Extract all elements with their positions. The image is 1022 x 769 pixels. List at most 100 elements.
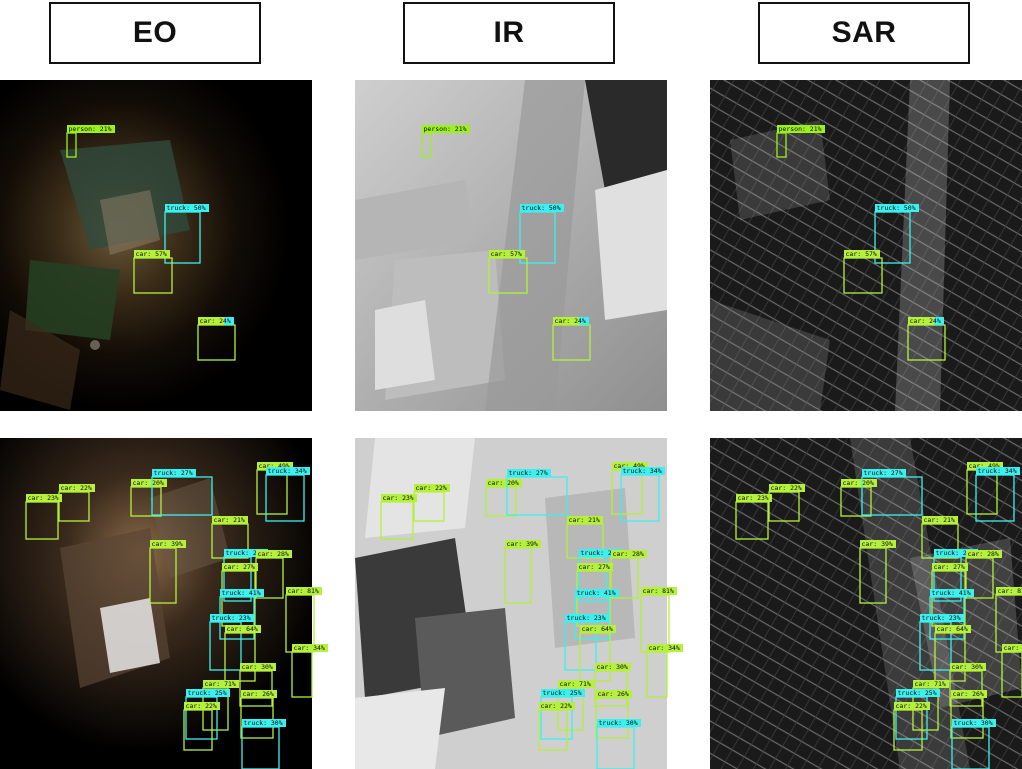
detection-label: car: 20%: [843, 479, 874, 487]
detection-label: car: 22%: [61, 484, 92, 492]
detection-label: car: 57%: [136, 250, 167, 258]
detection-label: truck: 28%: [581, 549, 620, 557]
detection-tag: [894, 702, 930, 710]
detection-label: car: 23%: [738, 494, 769, 502]
detection-label: car: 20%: [133, 479, 164, 487]
detection-label: car: 34%: [1004, 644, 1022, 652]
detection-box: [611, 469, 643, 515]
detection-tag: [565, 614, 609, 622]
detection-tag: [862, 469, 906, 477]
detection-tag-cap: [579, 317, 589, 325]
detection-tag: [505, 540, 541, 548]
detection-tag: [580, 625, 616, 633]
detection-tag: [539, 702, 575, 710]
header-ir-label: IR: [493, 16, 525, 49]
detection-box: [776, 132, 787, 158]
detection-box: [859, 547, 887, 604]
detection-box: [907, 324, 946, 361]
detection-label: car: 24%: [555, 317, 586, 325]
detection-tag: [198, 317, 234, 325]
detection-label: car: 49%: [614, 462, 645, 470]
detection-label: person: 21%: [424, 125, 467, 133]
detection-label: truck: 27%: [864, 469, 903, 477]
detection-tag: [212, 516, 248, 524]
detection-label: car: 21%: [924, 516, 955, 524]
detection-tag: [934, 549, 978, 557]
detection-tag: [647, 644, 683, 652]
detection-box: [380, 501, 414, 540]
detection-tag: [896, 689, 940, 697]
detection-box: [66, 132, 77, 158]
detection-tag: [976, 467, 1020, 475]
detection-tag: [558, 680, 594, 688]
detection-label: truck: 23%: [212, 614, 251, 622]
detection-label: car: 57%: [491, 250, 522, 258]
sar-image-2: [710, 438, 1022, 769]
detection-tag: [777, 125, 825, 133]
ir-detections-row2: car: 23%car: 22%car: 20%truck: 27%car: 4…: [380, 462, 683, 769]
detection-tag: [184, 702, 220, 710]
detection-tag: [131, 479, 167, 487]
detection-tag: [150, 540, 186, 548]
detection-label: car: 21%: [214, 516, 245, 524]
detection-label: truck: 25%: [898, 689, 937, 697]
detection-tag: [932, 563, 968, 571]
detection-tag: [612, 462, 648, 470]
detection-tag: [220, 589, 264, 597]
detection-tag: [165, 204, 209, 212]
detection-box: [25, 501, 59, 540]
detection-box: [421, 132, 432, 158]
detection-label: car: 71%: [560, 680, 591, 688]
detection-label: truck: 30%: [599, 719, 638, 727]
detection-label: car: 27%: [224, 563, 255, 571]
detection-tag: [621, 467, 665, 475]
detection-tag: [186, 689, 230, 697]
detection-tag: [210, 614, 254, 622]
sar-scene-1: [710, 80, 1022, 411]
detection-label: truck: 23%: [567, 614, 606, 622]
detection-label: truck: 28%: [226, 549, 265, 557]
detection-label: car: 24%: [200, 317, 231, 325]
header-ir: IR: [403, 2, 615, 64]
detection-tag: [553, 317, 589, 325]
sar-scene-2: [710, 438, 1022, 769]
ir-detections-row1: person: 21% truck: 50% car: 57% car: 24%: [421, 125, 591, 361]
detection-label: car: 23%: [28, 494, 59, 502]
detection-label: car: 20%: [488, 479, 519, 487]
detection-label: car: 34%: [649, 644, 680, 652]
detection-box: [240, 697, 274, 739]
detection-label: car: 30%: [597, 663, 628, 671]
header-sar: SAR: [758, 2, 970, 64]
detection-tag: [922, 516, 958, 524]
detection-tag: [595, 663, 631, 671]
detection-label: car: 81%: [643, 587, 674, 595]
detection-label: car: 26%: [598, 690, 629, 698]
detection-label: car: 28%: [258, 550, 289, 558]
detection-tag: [222, 563, 258, 571]
detection-tag: [489, 250, 525, 258]
detection-tag: [920, 614, 964, 622]
detection-label: truck: 41%: [222, 589, 261, 597]
detection-box: [950, 697, 984, 739]
detection-label: car: 27%: [934, 563, 965, 571]
detection-tag: [952, 719, 996, 727]
detection-box: [256, 469, 288, 515]
detection-tag-cap: [224, 317, 234, 325]
eo-detections-row1: person: 21% truck: 50% car: 57% car: 24%: [66, 125, 236, 361]
header-sar-label: SAR: [831, 16, 897, 49]
eo-scene-2: [0, 438, 312, 769]
detection-label: car: 22%: [771, 484, 802, 492]
detection-box: [874, 211, 911, 264]
detection-label: car: 64%: [227, 625, 258, 633]
detection-box: [130, 486, 162, 517]
detection-box: [291, 651, 313, 698]
detection-tag: [908, 317, 944, 325]
detection-tag: [579, 549, 623, 557]
detection-label: truck: 50%: [877, 204, 916, 212]
detection-tag: [242, 719, 286, 727]
detection-tag: [575, 589, 619, 597]
sar-detections-row1: person: 21% truck: 50% car: 57% car: 24%: [776, 125, 946, 361]
detection-label: car: 26%: [953, 690, 984, 698]
detection-label: truck: 50%: [167, 204, 206, 212]
detection-tag: [59, 484, 95, 492]
